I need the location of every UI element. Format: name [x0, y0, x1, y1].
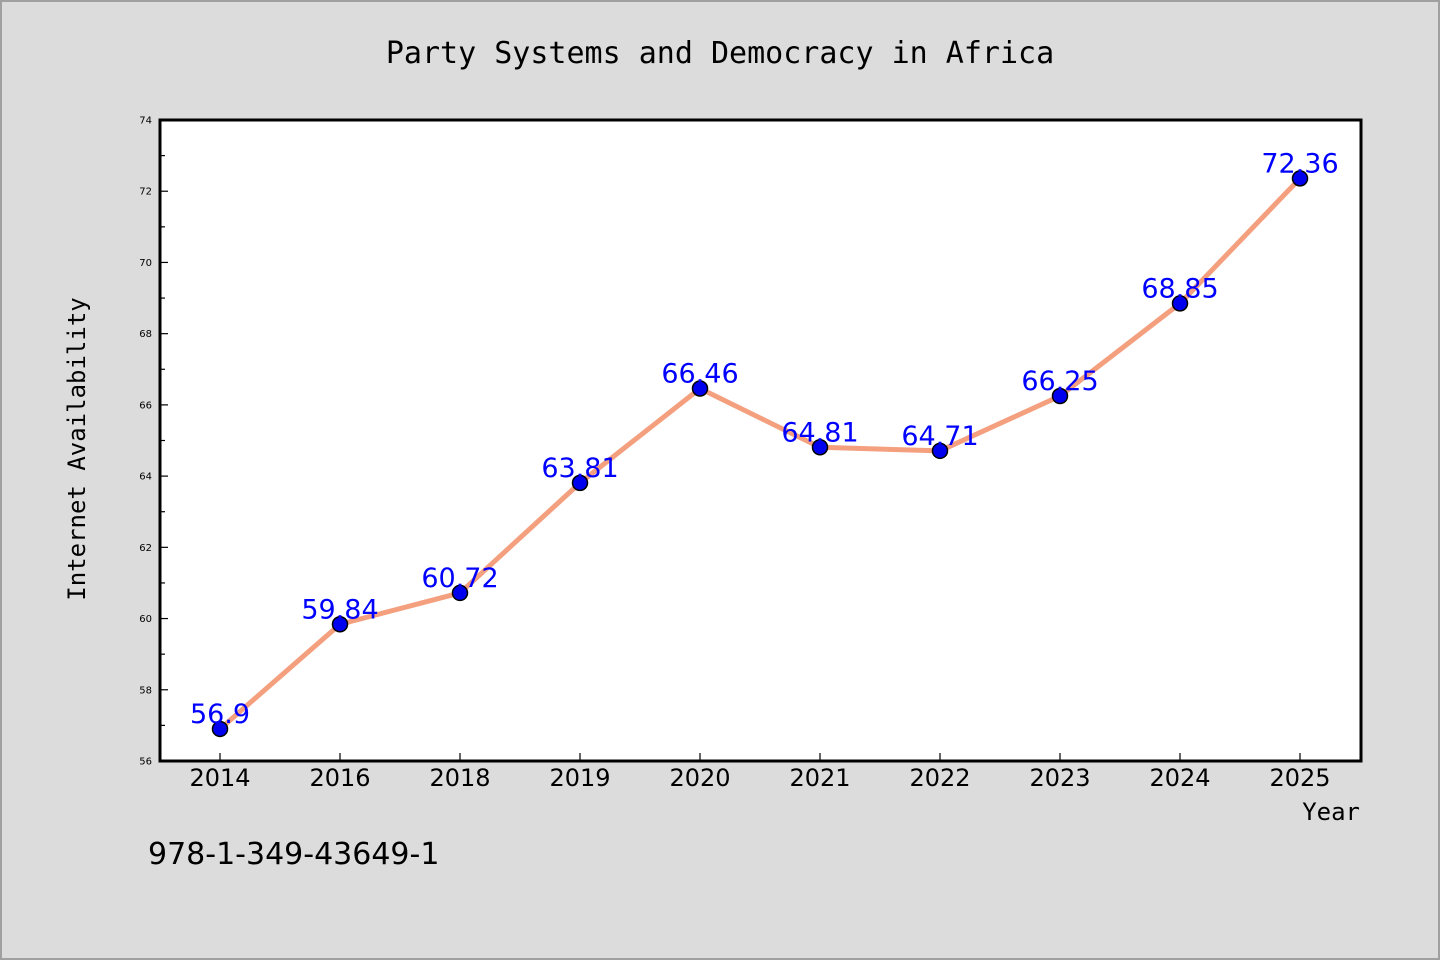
data-label: 66.46 [661, 359, 738, 390]
data-point [1291, 170, 1309, 187]
data-point [571, 474, 589, 492]
data-label: 59.84 [301, 594, 378, 625]
data-label: 60.72 [421, 563, 498, 594]
data-point [211, 720, 229, 738]
y-axis-label: Internet Availability [63, 297, 91, 600]
y-tick-label: 60 [139, 614, 152, 625]
x-axis: 2014 2016 2018 2019 2020 2021 2022 2023 2024 2025 [189, 753, 1331, 792]
y-tick-label: 62 [139, 543, 152, 554]
x-tick-label: 2019 [549, 764, 610, 792]
data-label: 64.81 [781, 417, 858, 448]
x-tick-label: 2020 [669, 764, 730, 792]
data-label: 68.85 [1141, 273, 1218, 304]
y-axis: 56 58 60 62 64 66 68 70 72 74 [139, 116, 168, 768]
chart-title: Party Systems and Democracy in Africa [386, 36, 1054, 71]
data-label: 56.9 [190, 699, 250, 730]
x-axis-label: Year [1302, 798, 1360, 826]
x-tick-label: 2022 [909, 764, 970, 792]
data-label: 72.36 [1261, 148, 1338, 179]
data-point [691, 380, 709, 397]
y-tick-label: 74 [139, 116, 152, 127]
y-tick-label: 56 [139, 757, 152, 768]
x-tick-label: 2024 [1149, 764, 1210, 792]
data-label: 64.71 [901, 421, 978, 452]
y-tick-label: 58 [139, 685, 152, 696]
x-tick-label: 2023 [1029, 764, 1090, 792]
y-tick-label: 72 [139, 187, 152, 198]
data-label: 63.81 [541, 453, 618, 484]
data-point [811, 439, 829, 456]
data-label: 66.25 [1021, 366, 1098, 397]
plot-area [158, 118, 1363, 763]
x-tick-label: 2016 [309, 764, 370, 792]
data-point [1171, 295, 1189, 312]
data-point [331, 616, 349, 633]
series-layer: 56.9 59.84 60.72 63.81 66.46 64.81 64.71 66.25 6… [190, 148, 1339, 738]
x-tick-label: 2025 [1269, 764, 1330, 792]
y-tick-label: 68 [139, 329, 152, 340]
y-tick-label: 70 [139, 258, 152, 269]
data-point [451, 584, 469, 602]
data-point [931, 442, 949, 460]
isbn-text: 978-1-349-43649-1 [148, 837, 439, 872]
data-point [1051, 387, 1069, 405]
x-tick-label: 2021 [789, 764, 850, 792]
y-tick-label: 66 [139, 400, 152, 411]
y-tick-label: 64 [139, 472, 152, 483]
series-line [217, 175, 1303, 732]
x-tick-label: 2014 [189, 764, 250, 792]
x-tick-label: 2018 [429, 764, 490, 792]
